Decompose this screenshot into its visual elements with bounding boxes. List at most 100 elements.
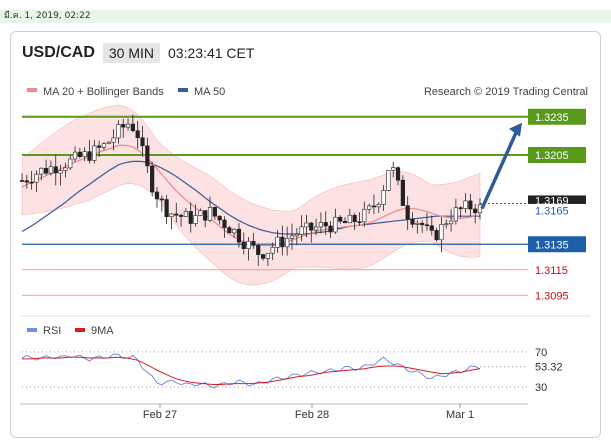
- candle: [381, 190, 386, 205]
- candle: [77, 151, 82, 157]
- x-tick-label: Mar 1: [446, 409, 474, 421]
- candle: [188, 211, 193, 224]
- candle: [164, 199, 169, 217]
- candle: [376, 204, 381, 208]
- candle: [236, 228, 242, 243]
- candle: [227, 227, 232, 234]
- candle: [34, 173, 39, 183]
- rsi-legend-label: RSI: [43, 325, 61, 337]
- level-tag-1.3205: [528, 147, 586, 163]
- candle: [29, 181, 34, 184]
- candle: [174, 213, 179, 216]
- x-tick-label: Feb 27: [143, 409, 177, 421]
- candle: [285, 237, 290, 248]
- candle: [429, 225, 434, 231]
- candle: [294, 234, 299, 237]
- candle: [362, 208, 367, 223]
- candle: [347, 214, 352, 224]
- candle: [280, 236, 285, 248]
- candle: [106, 141, 111, 144]
- rsi-tick-70: 70: [535, 347, 547, 359]
- candle: [453, 207, 458, 222]
- candle: [246, 240, 251, 249]
- trend-arrow-shaft: [480, 132, 518, 210]
- candle: [352, 214, 357, 222]
- candle: [232, 228, 237, 234]
- price-plot: 1.32351.32051.31351.31151.30951.31691.31…: [19, 104, 586, 304]
- timeframe-button[interactable]: 30 MIN: [102, 43, 161, 63]
- candle: [309, 222, 314, 231]
- candle: [169, 213, 174, 217]
- candle: [135, 130, 140, 139]
- candle: [410, 218, 415, 225]
- candle: [101, 143, 107, 148]
- chart-time: 03:23:41 CET: [168, 45, 255, 61]
- candle: [145, 145, 150, 167]
- candle: [395, 167, 401, 181]
- candle: [48, 166, 54, 174]
- candle: [154, 191, 160, 200]
- candle: [415, 222, 420, 225]
- last-price-label-bg: [528, 203, 586, 217]
- level-label-1.3135: 1.3135: [535, 239, 569, 251]
- candle: [323, 222, 328, 227]
- last-price-label: 1.3165: [535, 205, 569, 217]
- level-label-1.3205: 1.3205: [535, 150, 569, 162]
- ma20-legend-swatch: [27, 88, 37, 92]
- candle: [333, 216, 338, 233]
- candle: [405, 205, 410, 220]
- timestamp-bar: มี.ค. 1, 2019, 02:22: [0, 10, 611, 23]
- candle: [439, 224, 444, 241]
- candle: [328, 225, 333, 233]
- chart-header: USD/CAD 30 MIN 03:23:41 CET: [22, 42, 254, 64]
- level-tag-1.3135: [528, 236, 586, 253]
- ma50-legend-swatch: [178, 88, 188, 92]
- candle: [212, 207, 217, 217]
- candle: [116, 124, 121, 139]
- trend-arrow-head: [509, 122, 522, 137]
- candle: [342, 220, 348, 224]
- candle: [63, 167, 68, 171]
- candle: [121, 124, 126, 128]
- candle: [82, 151, 87, 157]
- candle: [159, 198, 164, 201]
- candle: [338, 216, 343, 222]
- ma20-line: [21, 144, 481, 247]
- rsi-plot: 70 30 53.32: [21, 347, 563, 394]
- rsi-series-RSI: [21, 353, 481, 389]
- candle: [207, 207, 213, 221]
- candle: [420, 222, 425, 226]
- candle: [19, 180, 25, 182]
- candle: [260, 254, 266, 259]
- level-label-1.3095: 1.3095: [535, 290, 569, 302]
- candle: [241, 241, 246, 249]
- rsi-ma-legend-label: 9MA: [91, 325, 114, 337]
- candle: [198, 210, 203, 216]
- candle: [39, 167, 44, 175]
- candle: [125, 123, 131, 128]
- candle: [448, 220, 454, 225]
- candle: [289, 235, 295, 239]
- candle: [72, 151, 78, 160]
- rsi-tick-30: 30: [535, 382, 547, 394]
- candle: [318, 222, 324, 228]
- x-axis: Feb 27 Feb 28 Mar 1: [20, 403, 528, 421]
- candle: [97, 145, 102, 148]
- ma50-legend-label: MA 50: [194, 86, 225, 98]
- candle: [251, 240, 256, 246]
- rsi-series-9MA: [22, 356, 481, 385]
- rsi-ma-legend-swatch: [75, 328, 85, 332]
- candle: [256, 245, 261, 255]
- candle: [299, 226, 304, 235]
- candle: [44, 167, 49, 174]
- candle: [477, 204, 483, 214]
- candle: [53, 166, 58, 174]
- candle: [111, 137, 116, 143]
- ma50-line: [21, 160, 480, 235]
- candle: [222, 219, 227, 229]
- candle: [217, 215, 222, 221]
- candle: [434, 230, 439, 241]
- candle: [473, 208, 478, 214]
- candle: [92, 145, 97, 161]
